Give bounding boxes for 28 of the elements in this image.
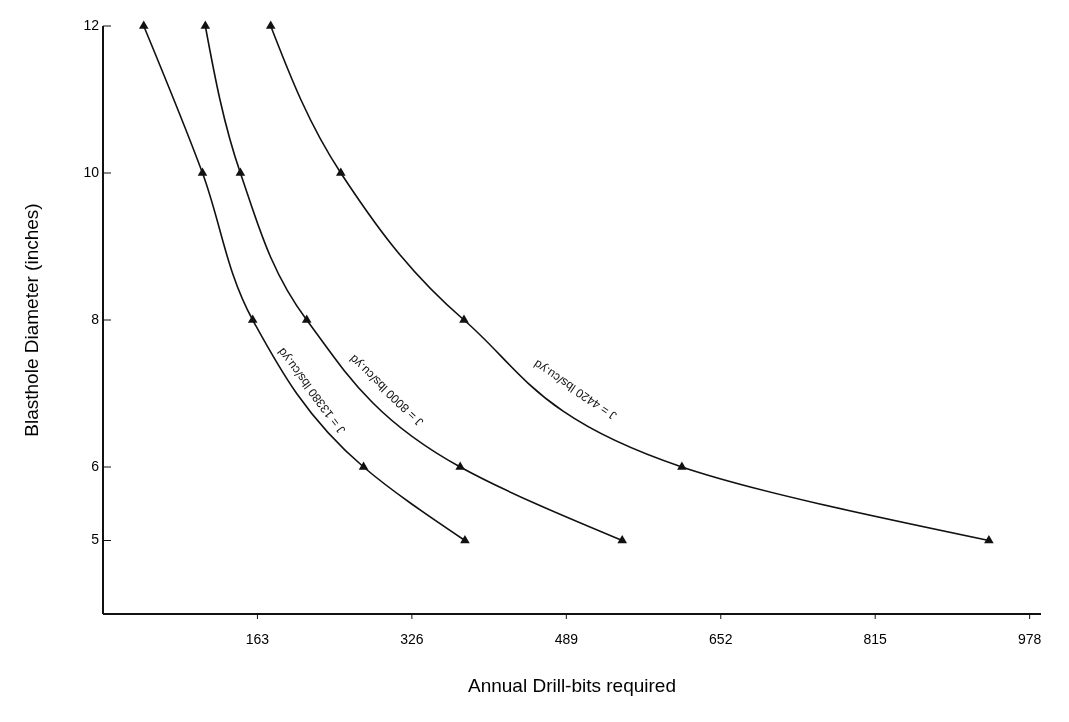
point <box>984 534 994 544</box>
point <box>247 314 258 323</box>
point <box>677 461 687 470</box>
point <box>459 314 469 323</box>
point <box>197 167 208 176</box>
point <box>265 20 276 29</box>
point <box>460 534 470 544</box>
point <box>301 314 312 323</box>
y-tick-label: 8 <box>91 310 100 327</box>
x-tick-label: 652 <box>709 631 733 647</box>
point <box>617 534 628 544</box>
x-tick-label: 326 <box>400 631 424 647</box>
y-tick-label: 10 <box>83 163 100 180</box>
x-axis-title: Annual Drill-bits required <box>467 675 677 696</box>
x-tick-label: 489 <box>554 631 579 647</box>
x-tick-label: 163 <box>245 631 270 647</box>
y-tick-label: 6 <box>91 457 100 474</box>
x-tick-label: 978 <box>1017 631 1042 647</box>
y-tick-label: 5 <box>91 531 100 548</box>
point <box>358 461 369 470</box>
point <box>336 167 346 176</box>
point <box>235 167 246 176</box>
y-axis-title: Blasthole Diameter (inches) <box>21 203 42 437</box>
point <box>200 20 211 29</box>
y-tick-label: 12 <box>83 16 100 33</box>
point <box>138 20 149 29</box>
point <box>455 461 465 470</box>
x-tick-label: 815 <box>863 631 888 647</box>
